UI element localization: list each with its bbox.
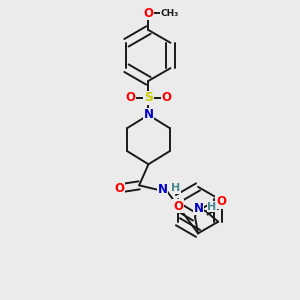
Text: N: N xyxy=(158,184,167,196)
Text: O: O xyxy=(173,200,183,213)
Text: O: O xyxy=(114,182,124,195)
Text: O: O xyxy=(161,92,171,104)
Text: CH₃: CH₃ xyxy=(160,8,178,17)
Text: O: O xyxy=(125,92,136,104)
Text: N: N xyxy=(143,109,154,122)
Text: H: H xyxy=(171,183,180,194)
Text: N: N xyxy=(194,202,203,215)
Text: H: H xyxy=(207,202,217,212)
Text: S: S xyxy=(144,92,153,104)
Text: O: O xyxy=(216,195,226,208)
Text: O: O xyxy=(143,7,154,20)
